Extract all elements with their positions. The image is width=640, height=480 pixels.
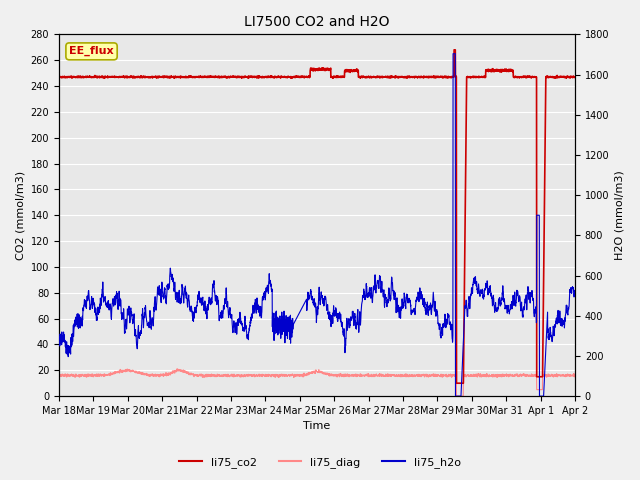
li75_co2 xyxy=(114,74,122,80)
li75_h2o xyxy=(253,296,260,301)
li75_diag xyxy=(55,373,63,379)
li75_h2o xyxy=(145,323,152,328)
li75_h2o xyxy=(572,290,579,296)
Y-axis label: H2O (mmol/m3): H2O (mmol/m3) xyxy=(615,170,625,260)
li75_diag xyxy=(173,366,181,372)
Text: EE_flux: EE_flux xyxy=(69,46,114,57)
li75_co2 xyxy=(55,74,63,80)
li75_h2o xyxy=(561,313,569,319)
li75_diag xyxy=(452,393,460,399)
X-axis label: Time: Time xyxy=(303,421,331,432)
li75_h2o xyxy=(452,393,460,399)
li75_co2 xyxy=(145,75,152,81)
li75_co2 xyxy=(572,74,579,80)
Line: li75_co2: li75_co2 xyxy=(59,50,575,383)
li75_diag xyxy=(114,370,122,376)
li75_h2o xyxy=(449,51,457,57)
Line: li75_diag: li75_diag xyxy=(59,369,575,396)
li75_h2o xyxy=(55,335,63,340)
li75_diag xyxy=(276,372,284,378)
Y-axis label: CO2 (mmol/m3): CO2 (mmol/m3) xyxy=(15,171,25,260)
Legend: li75_co2, li75_diag, li75_h2o: li75_co2, li75_diag, li75_h2o xyxy=(175,452,465,472)
Title: LI7500 CO2 and H2O: LI7500 CO2 and H2O xyxy=(244,15,390,29)
li75_h2o xyxy=(506,307,513,313)
Line: li75_h2o: li75_h2o xyxy=(59,54,575,396)
li75_h2o xyxy=(114,300,122,306)
li75_diag xyxy=(145,372,152,377)
li75_co2 xyxy=(253,74,260,80)
li75_diag xyxy=(506,372,513,378)
li75_diag xyxy=(572,373,579,379)
li75_co2 xyxy=(451,47,458,53)
li75_h2o xyxy=(275,320,283,326)
li75_co2 xyxy=(275,74,283,80)
li75_co2 xyxy=(452,380,460,386)
li75_co2 xyxy=(506,66,513,72)
li75_co2 xyxy=(561,74,569,80)
li75_diag xyxy=(561,372,569,378)
li75_diag xyxy=(253,372,261,378)
